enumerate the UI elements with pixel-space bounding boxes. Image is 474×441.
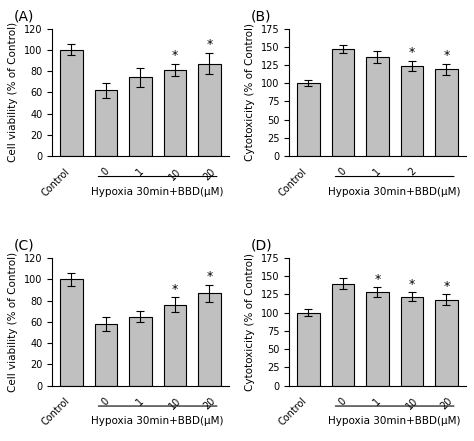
Bar: [198, 64, 220, 156]
Text: *: *: [206, 270, 212, 283]
Bar: [95, 90, 117, 156]
Text: (B): (B): [250, 9, 271, 23]
Text: 1: 1: [372, 166, 383, 178]
Bar: [60, 50, 82, 156]
Text: 1: 1: [135, 396, 146, 407]
Text: 10: 10: [167, 166, 183, 182]
Text: 1: 1: [372, 396, 383, 407]
Text: Control: Control: [276, 396, 309, 428]
Bar: [297, 83, 319, 156]
Text: Control: Control: [39, 396, 72, 428]
Y-axis label: Cytotoxicity (% of Control): Cytotoxicity (% of Control): [245, 253, 255, 391]
Text: Hypoxia 30min+BBD(μM): Hypoxia 30min+BBD(μM): [328, 416, 461, 426]
Text: 20: 20: [201, 166, 217, 182]
Text: 1: 1: [135, 166, 146, 178]
Text: 10: 10: [167, 396, 183, 411]
Bar: [129, 78, 152, 156]
Text: Hypoxia 30min+BBD(μM): Hypoxia 30min+BBD(μM): [91, 187, 224, 197]
Text: *: *: [172, 49, 178, 62]
Text: *: *: [172, 283, 178, 296]
Bar: [332, 49, 354, 156]
Text: 20: 20: [438, 396, 455, 411]
Bar: [60, 279, 82, 385]
Text: 0: 0: [337, 396, 348, 407]
Y-axis label: Cell viability (% of Control): Cell viability (% of Control): [9, 22, 18, 162]
Bar: [401, 66, 423, 156]
Bar: [164, 70, 186, 156]
Bar: [401, 297, 423, 385]
Bar: [164, 305, 186, 385]
Y-axis label: Cytotoxicity (% of Control): Cytotoxicity (% of Control): [245, 23, 255, 161]
Text: 10: 10: [404, 396, 420, 411]
Bar: [366, 57, 389, 156]
Text: *: *: [443, 280, 449, 293]
Text: *: *: [443, 49, 449, 63]
Text: (A): (A): [13, 9, 34, 23]
Bar: [332, 284, 354, 385]
Text: 20: 20: [201, 396, 217, 411]
Y-axis label: Cell viability (% of Control): Cell viability (% of Control): [9, 252, 18, 392]
Text: Control: Control: [39, 166, 72, 198]
Bar: [198, 293, 220, 385]
Text: 2: 2: [406, 166, 418, 178]
Text: *: *: [374, 273, 381, 286]
Text: 0: 0: [100, 396, 111, 407]
Text: Hypoxia 30min+BBD(μM): Hypoxia 30min+BBD(μM): [328, 187, 461, 197]
Text: Hypoxia 30min+BBD(μM): Hypoxia 30min+BBD(μM): [91, 416, 224, 426]
Bar: [366, 292, 389, 385]
Bar: [435, 69, 457, 156]
Text: (D): (D): [250, 239, 272, 253]
Text: Control: Control: [276, 166, 309, 198]
Bar: [95, 324, 117, 385]
Text: *: *: [409, 46, 415, 60]
Text: *: *: [409, 278, 415, 291]
Bar: [297, 313, 319, 385]
Bar: [435, 299, 457, 385]
Text: *: *: [206, 38, 212, 51]
Text: 0: 0: [100, 166, 111, 178]
Bar: [129, 317, 152, 385]
Text: (C): (C): [13, 239, 34, 253]
Text: 0: 0: [337, 166, 348, 178]
